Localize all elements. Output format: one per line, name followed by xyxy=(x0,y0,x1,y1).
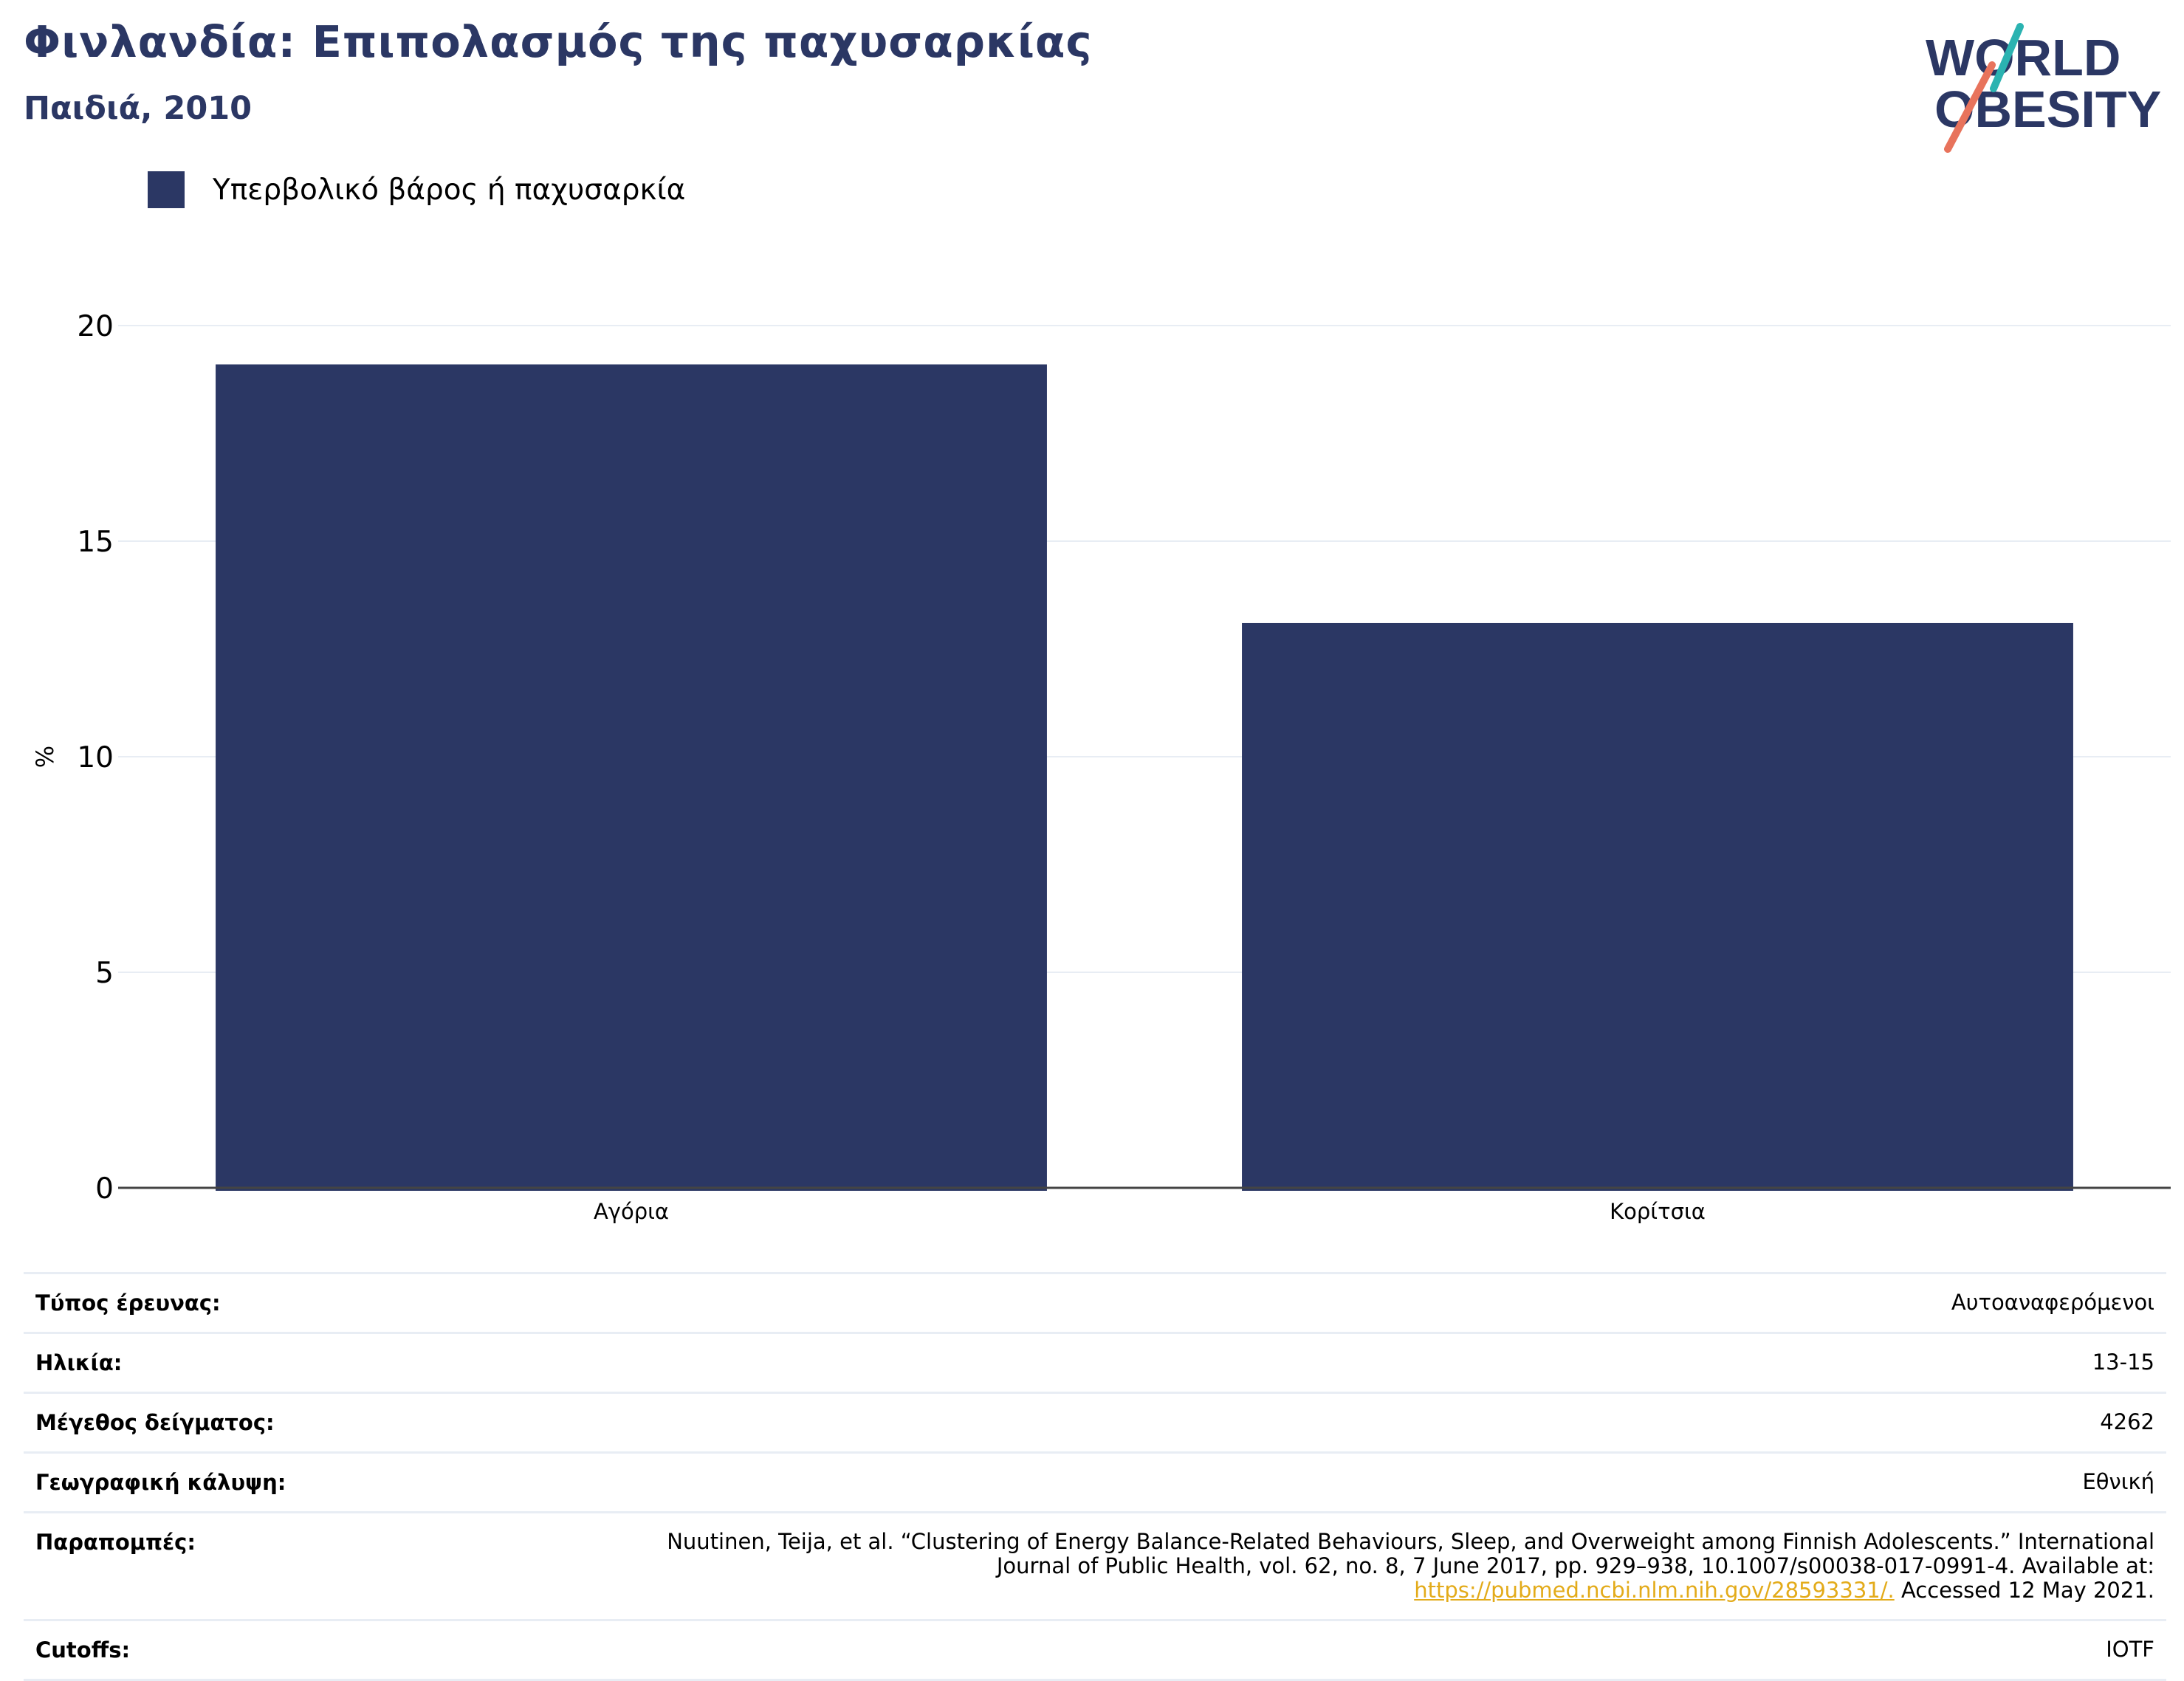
chart-title: Φινλανδία: Επιπολασμός της παχυσαρκίας xyxy=(24,16,1093,67)
age-label: Ηλικία: xyxy=(35,1350,123,1375)
legend-label: Υπερβολικό βάρος ή παχυσαρκία xyxy=(213,173,686,207)
meta-row-age: Ηλικία: 13-15 xyxy=(24,1333,2166,1393)
y-tick-label: 10 xyxy=(77,741,114,774)
logo-slash-teal xyxy=(1990,23,2024,92)
references-text: Nuutinen, Teija, et al. “Clustering of E… xyxy=(667,1529,2154,1578)
references-block: Nuutinen, Teija, et al. “Clustering of E… xyxy=(604,1530,2154,1603)
references-label: Παραπομπές: xyxy=(35,1530,196,1555)
y-tick-label: 20 xyxy=(77,310,114,343)
bar xyxy=(216,364,1047,1191)
references-link[interactable]: https://pubmed.ncbi.nlm.nih.gov/28593331… xyxy=(1414,1578,1895,1603)
coverage-label: Γεωγραφική κάλυψη: xyxy=(35,1470,286,1495)
x-tick-label: Αγόρια xyxy=(594,1199,669,1224)
meta-row-cutoffs: Cutoffs: IOTF xyxy=(24,1620,2166,1680)
logo-slash-coral xyxy=(1944,61,1996,153)
metadata-table: Τύπος έρευνας: Αυτοαναφερόμενοι Ηλικία: … xyxy=(24,1272,2166,1681)
meta-row-coverage: Γεωγραφική κάλυψη: Εθνική xyxy=(24,1452,2166,1513)
legend-swatch xyxy=(148,171,185,208)
chart-subtitle: Παιδιά, 2010 xyxy=(24,90,253,127)
y-tick-labels: 0 5 10 15 20 xyxy=(77,310,114,1206)
sample-size-label: Μέγεθος δείγματος: xyxy=(35,1410,275,1435)
y-tick-label: 15 xyxy=(77,526,114,559)
sample-size-value: 4262 xyxy=(2100,1409,2154,1434)
y-tick-label: 5 xyxy=(95,957,114,990)
y-tick-label: 0 xyxy=(95,1172,114,1206)
chart-legend: Υπερβολικό βάρος ή παχυσαρκία xyxy=(148,171,685,208)
cutoffs-value: IOTF xyxy=(2106,1637,2154,1662)
references-value: Nuutinen, Teija, et al. “Clustering of E… xyxy=(341,1513,2166,1620)
survey-type-label: Τύπος έρευνας: xyxy=(35,1290,221,1316)
meta-row-references: Παραπομπές: Nuutinen, Teija, et al. “Clu… xyxy=(24,1512,2166,1620)
logo-word-world: WORLD xyxy=(1926,29,2121,86)
bar-chart: 0 5 10 15 20 Αγόρια Κορίτσια % xyxy=(31,310,2171,1224)
survey-type-value: Αυτοαναφερόμενοι xyxy=(1951,1290,2154,1315)
world-obesity-logo: WORLD OBESITY xyxy=(1926,23,2161,153)
cutoffs-label: Cutoffs: xyxy=(35,1637,131,1663)
x-tick-labels: Αγόρια Κορίτσια xyxy=(594,1199,1706,1224)
meta-row-sample-size: Μέγεθος δείγματος: 4262 xyxy=(24,1392,2166,1453)
meta-row-survey-type: Τύπος έρευνας: Αυτοαναφερόμενοι xyxy=(24,1273,2166,1333)
bars xyxy=(216,364,2073,1191)
age-value: 13-15 xyxy=(2092,1350,2154,1375)
bar xyxy=(1242,622,2073,1191)
coverage-value: Εθνική xyxy=(2082,1469,2154,1494)
y-axis-label: % xyxy=(31,746,59,768)
x-tick-label: Κορίτσια xyxy=(1610,1199,1706,1224)
references-accessed: Accessed 12 May 2021. xyxy=(1900,1578,2154,1603)
